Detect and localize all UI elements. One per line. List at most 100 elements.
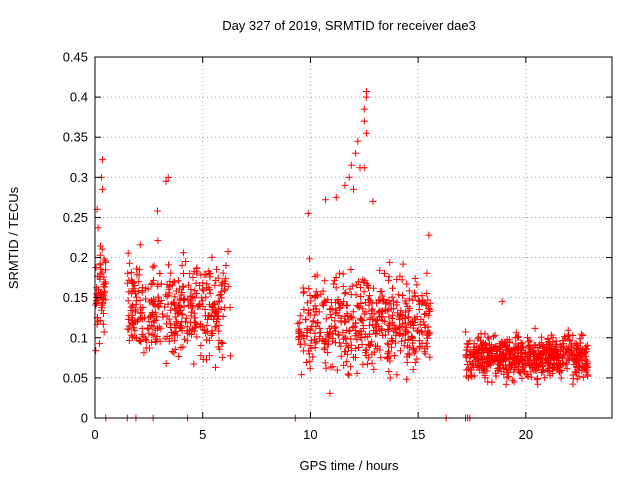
data-point [534, 375, 542, 383]
data-point [487, 346, 495, 354]
data-point [393, 371, 401, 379]
data-point [358, 316, 366, 324]
data-point [576, 354, 584, 362]
data-point [171, 321, 179, 329]
y-tick-label: 0.45 [63, 50, 88, 65]
data-point [131, 288, 139, 296]
data-point [336, 269, 344, 277]
data-point [215, 321, 223, 329]
data-point [385, 368, 393, 376]
data-point [366, 316, 374, 324]
data-point [165, 289, 173, 297]
data-point [321, 359, 329, 367]
data-point [491, 331, 499, 339]
data-point [525, 338, 533, 346]
data-point [524, 372, 532, 380]
data-point [305, 255, 313, 263]
data-point [553, 351, 561, 359]
data-point [327, 322, 335, 330]
data-point [148, 279, 156, 287]
data-point [484, 360, 492, 368]
data-point [389, 284, 397, 292]
data-point [350, 323, 358, 331]
data-point [317, 290, 325, 298]
data-point [487, 359, 495, 367]
data-point [148, 338, 156, 346]
data-point [572, 345, 580, 353]
data-point [313, 338, 321, 346]
data-point [303, 358, 311, 366]
data-point [214, 274, 222, 282]
data-point [165, 283, 173, 291]
data-point [133, 334, 141, 342]
data-point [401, 326, 409, 334]
data-point [354, 343, 362, 351]
data-point [462, 328, 470, 336]
data-point [543, 340, 551, 348]
data-point [496, 364, 504, 372]
data-point [366, 292, 374, 300]
data-point [515, 368, 523, 376]
data-point [315, 308, 323, 316]
data-point [102, 266, 110, 274]
data-point [299, 347, 307, 355]
data-point [378, 292, 386, 300]
data-point [401, 337, 409, 345]
data-point [197, 352, 205, 360]
data-point [339, 270, 347, 278]
data-point [324, 296, 332, 304]
data-point [175, 302, 183, 310]
x-tick-label: 5 [199, 427, 206, 442]
data-point [347, 265, 355, 273]
data-point [102, 296, 110, 304]
data-point [394, 309, 402, 317]
data-point [99, 156, 107, 164]
data-point [184, 281, 192, 289]
data-point [510, 354, 518, 362]
data-point [137, 338, 145, 346]
data-point [352, 319, 360, 327]
data-point [347, 363, 355, 371]
data-point [360, 279, 368, 287]
data-point [321, 344, 329, 352]
data-point [150, 301, 158, 309]
data-point [345, 371, 353, 379]
data-point [463, 360, 471, 368]
data-point [191, 314, 199, 322]
data-point [206, 289, 214, 297]
data-point [470, 372, 478, 380]
data-point [164, 173, 172, 181]
data-point [189, 274, 197, 282]
data-point [387, 343, 395, 351]
data-point [313, 271, 321, 279]
data-point [531, 363, 539, 371]
data-point [363, 280, 371, 288]
data-point [98, 301, 106, 309]
plot-frame [94, 56, 613, 419]
data-point [353, 369, 361, 377]
data-point [385, 313, 393, 321]
data-point [536, 340, 544, 348]
data-point [140, 349, 148, 357]
data-point [124, 315, 132, 323]
data-point [360, 117, 368, 125]
data-point [329, 335, 337, 343]
data-point [222, 262, 230, 270]
data-point [155, 323, 163, 331]
data-point [145, 325, 153, 333]
data-point [463, 352, 471, 360]
data-point [566, 337, 574, 345]
data-point [365, 354, 373, 362]
data-point [210, 300, 218, 308]
data-point [353, 336, 361, 344]
data-point [355, 303, 363, 311]
data-point [373, 344, 381, 352]
data-point [359, 361, 367, 369]
data-point [92, 263, 100, 271]
data-point [510, 365, 518, 373]
data-point [421, 310, 429, 318]
data-point [527, 373, 535, 381]
data-point [464, 340, 472, 348]
data-point [100, 273, 108, 281]
